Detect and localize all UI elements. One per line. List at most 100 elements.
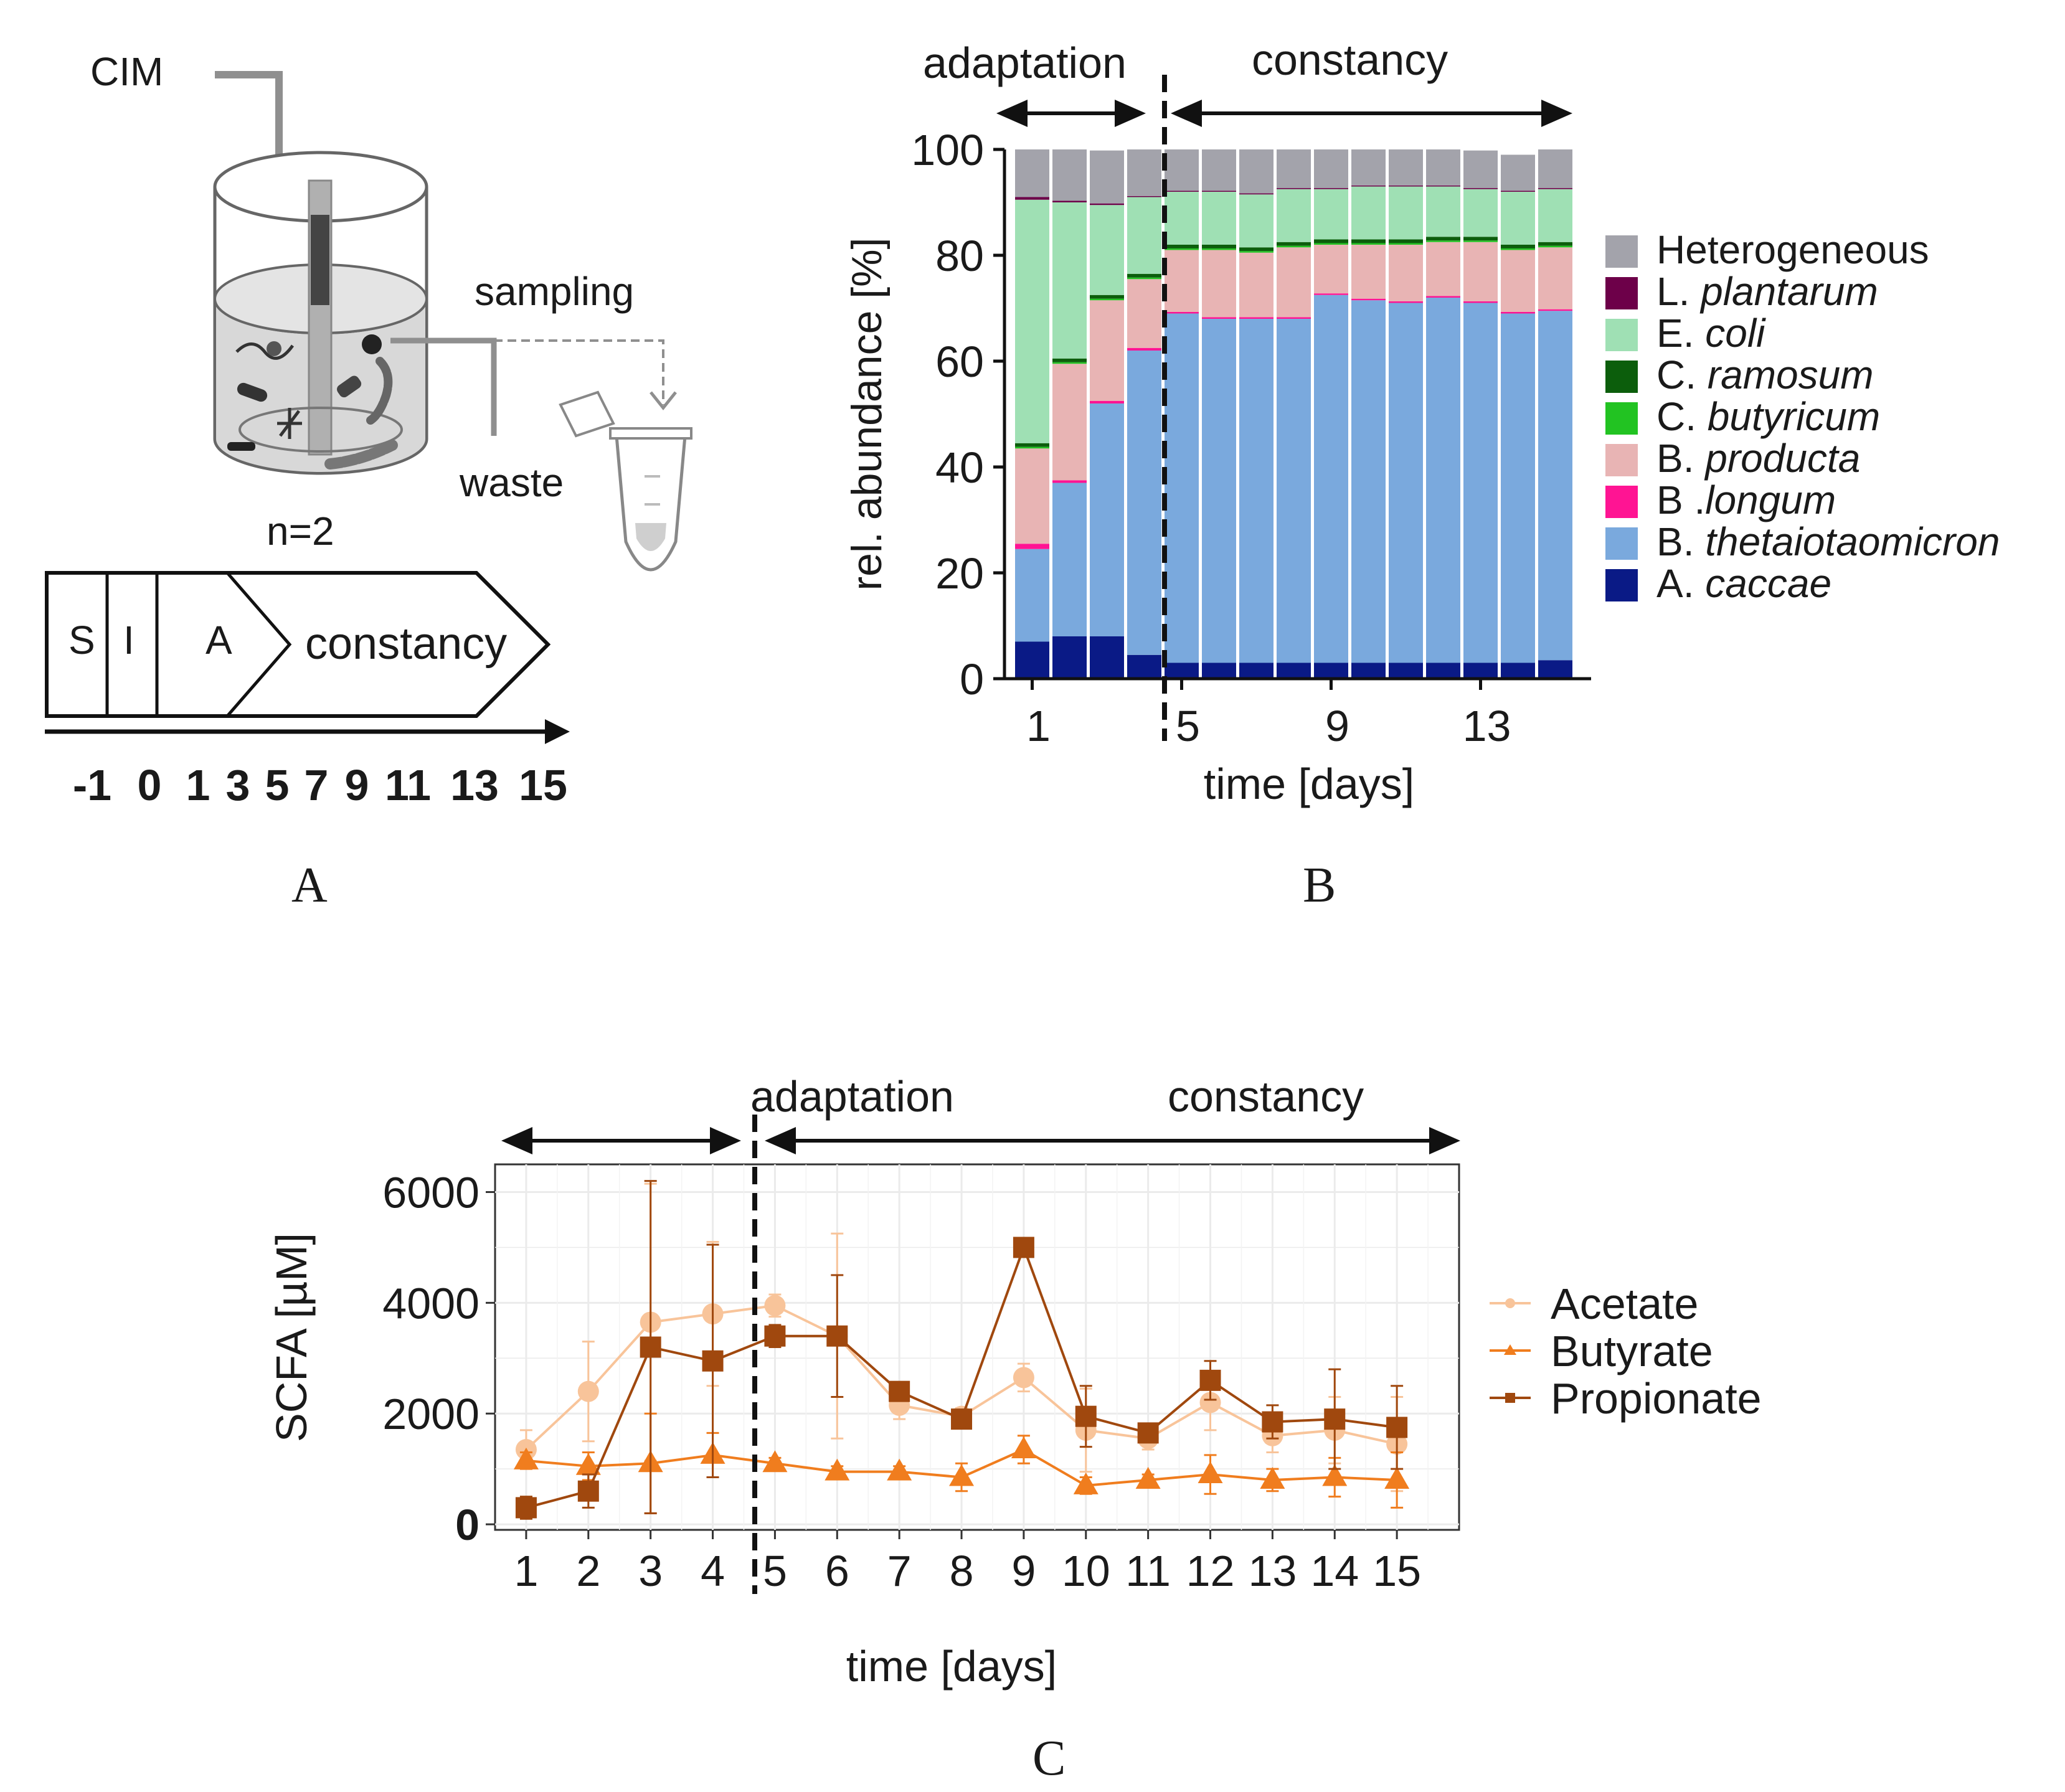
b-bar-day2-series7: [1052, 200, 1087, 202]
stirrer-shaft: [311, 215, 329, 305]
b-bar-day10-series5: [1351, 239, 1386, 243]
b-bar-day2-series4: [1052, 362, 1087, 364]
c-adaptation-arrow: [501, 1127, 741, 1154]
panel-label-a: A: [291, 858, 328, 913]
b-legend-swatch-4: [1605, 402, 1638, 435]
b-bar-day6-series5: [1202, 245, 1236, 248]
b-bar-day2-series1: [1052, 483, 1087, 636]
timeline-tick-4: 5: [265, 761, 290, 809]
b-legend-swatch-7: [1605, 527, 1638, 560]
b-bar-day8-series1: [1277, 319, 1311, 663]
c-ytick-label-1: 2000: [382, 1390, 480, 1438]
b-bar-day12-series6: [1426, 186, 1460, 237]
c-point-Propionate-9: [1013, 1237, 1034, 1258]
b-legend-swatch-5: [1605, 444, 1638, 476]
b-bar-day4-series0: [1127, 654, 1161, 679]
b-ytick-label-5: 100: [911, 126, 984, 174]
panel-label-b: B: [1303, 858, 1336, 913]
b-bar-day13-series0: [1463, 663, 1498, 679]
b-bar-day6-series7: [1202, 191, 1236, 192]
c-legend-label-2: Propionate: [1551, 1374, 1762, 1423]
c-point-Propionate-15: [1386, 1417, 1408, 1438]
b-bar-day5-series0: [1165, 663, 1199, 679]
b-bar-day10-series3: [1351, 245, 1386, 299]
b-bar-day13-series8: [1463, 150, 1498, 189]
b-legend-swatch-6: [1605, 486, 1638, 518]
c-xtick-label-11: 12: [1186, 1547, 1235, 1595]
b-bar-day3-series5: [1090, 295, 1124, 299]
b-bar-day12-series1: [1426, 298, 1460, 663]
b-bar-day5-series3: [1165, 250, 1199, 312]
b-bar-day13-series2: [1463, 301, 1498, 303]
b-bar-day15-series2: [1538, 309, 1572, 311]
b-bar-day12-series4: [1426, 240, 1460, 242]
b-bar-day13-series5: [1463, 237, 1498, 241]
b-bar-day13-series1: [1463, 303, 1498, 663]
b-bar-day1-series1: [1015, 549, 1049, 642]
b-bar-day10-series6: [1351, 186, 1386, 240]
b-bar-day10-series4: [1351, 243, 1386, 245]
c-point-Propionate-14: [1324, 1408, 1346, 1430]
b-bar-day9-series1: [1314, 295, 1348, 663]
c-y-ticks: 0 2000 4000 6000: [382, 1168, 495, 1549]
b-xtick-label-1: 5: [1176, 702, 1200, 750]
b-bar-day10-series0: [1351, 663, 1386, 679]
b-bar-day12-series2: [1426, 296, 1460, 298]
c-xtick-label-1: 2: [576, 1547, 600, 1595]
b-bar-day13-series7: [1463, 188, 1498, 189]
c-point-Acetate-12: [1199, 1392, 1221, 1413]
b-xtick-label-2: 9: [1325, 702, 1349, 750]
b-bar-day14-series8: [1501, 154, 1535, 191]
b-bar-day15-series0: [1538, 660, 1572, 679]
c-point-Butyrate-8: [949, 1464, 975, 1486]
c-point-Propionate-13: [1262, 1411, 1283, 1433]
c-point-Acetate-2: [577, 1380, 599, 1402]
c-point-Propionate-3: [640, 1336, 661, 1358]
b-bar-day5-series5: [1165, 245, 1199, 248]
c-point-Butyrate-13: [1260, 1466, 1285, 1489]
b-bar-day1-series4: [1015, 446, 1049, 449]
c-xtick-label-12: 13: [1248, 1547, 1297, 1595]
phase-constancy: constancy: [305, 619, 507, 669]
b-legend-swatch-1: [1605, 277, 1638, 309]
b-bar-day11-series7: [1389, 185, 1423, 187]
c-point-Propionate-8: [951, 1408, 973, 1430]
b-bar-day11-series1: [1389, 303, 1423, 663]
c-constancy-arrow: [765, 1127, 1460, 1154]
b-legend-label-6: B .longum: [1656, 478, 1836, 522]
b-stacked-bars: [1015, 149, 1572, 679]
c-point-Propionate-1: [515, 1497, 537, 1519]
b-bar-day4-series7: [1127, 196, 1161, 197]
panel-label-c: C: [1032, 1731, 1066, 1786]
c-point-Butyrate-12: [1198, 1461, 1223, 1484]
b-bar-day14-series1: [1501, 313, 1535, 663]
b-bar-day8-series2: [1277, 317, 1311, 319]
b-legend-label-5: B. producta: [1656, 436, 1860, 481]
b-bar-day6-series1: [1202, 319, 1236, 663]
b-bar-day13-series4: [1463, 240, 1498, 242]
b-bar-day3-series6: [1090, 205, 1124, 295]
b-bar-day1-series0: [1015, 641, 1049, 679]
b-bar-day2-series8: [1052, 149, 1087, 201]
b-bar-day8-series4: [1277, 245, 1311, 248]
c-x-axis-label: time [days]: [846, 1642, 1057, 1691]
c-point-Butyrate-14: [1322, 1464, 1348, 1486]
b-ytick-label-2: 40: [935, 443, 984, 492]
b-bar-day14-series0: [1501, 663, 1535, 679]
c-point-Butyrate-6: [825, 1458, 850, 1481]
c-xtick-label-14: 15: [1373, 1547, 1421, 1595]
b-bar-day5-series4: [1165, 248, 1199, 250]
b-bar-day15-series4: [1538, 245, 1572, 248]
c-xtick-label-9: 10: [1062, 1547, 1110, 1595]
c-xtick-label-0: 1: [514, 1547, 538, 1595]
c-point-Butyrate-7: [887, 1458, 912, 1481]
cim-label: CIM: [90, 49, 163, 94]
b-bar-day7-series1: [1239, 319, 1273, 663]
c-ytick-label-2: 4000: [382, 1279, 480, 1327]
b-x-ticks: 1 5 9 13: [1026, 679, 1511, 750]
b-bar-day15-series5: [1538, 242, 1572, 246]
b-bar-day5-series7: [1165, 191, 1199, 192]
b-bar-day7-series3: [1239, 252, 1273, 318]
c-y-axis-label: SCFA [µM]: [267, 1233, 316, 1442]
b-bar-day7-series8: [1239, 149, 1273, 194]
